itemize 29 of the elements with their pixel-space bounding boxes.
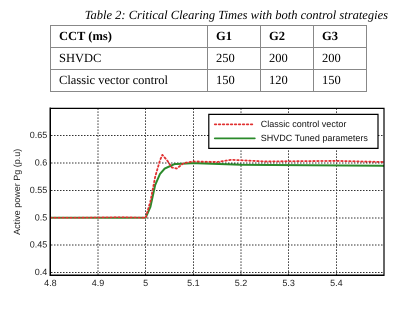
y-tick-label: 0.5 xyxy=(34,212,48,222)
x-tick-label: 5.1 xyxy=(187,278,200,288)
data-label: 150 xyxy=(208,70,260,92)
category-label: G2 xyxy=(260,26,314,48)
legend-label: Classic control vector xyxy=(260,118,346,129)
x-tick-label: 5.2 xyxy=(234,278,248,288)
text: SHVDC xyxy=(50,48,208,70)
data-label: 120 xyxy=(260,70,314,92)
text: Table 2: Critical Clearing Times with both control strategies xyxy=(84,8,388,23)
y-axis-title: Active power Pg (p.u) xyxy=(12,148,22,235)
text: Classic vector control xyxy=(50,70,208,92)
data-label: 200 xyxy=(260,48,314,70)
x-tick-label: 4.8 xyxy=(44,278,57,288)
y-tick-label: 0.4 xyxy=(34,266,48,277)
y-tick-label: 0.45 xyxy=(30,240,48,250)
x-tick-label: 5.3 xyxy=(282,278,295,288)
category-label: G3 xyxy=(314,26,366,48)
y-tick-label: 0.55 xyxy=(30,184,48,195)
data-label: 200 xyxy=(314,48,366,70)
category-label: G1 xyxy=(208,26,260,48)
x-tick-label: 5.4 xyxy=(330,278,343,288)
legend-label: SHVDC Tuned parameters xyxy=(260,132,368,143)
data-label: 250 xyxy=(208,48,260,70)
y-tick-label: 0.6 xyxy=(34,158,48,168)
data-label: 150 xyxy=(314,70,366,92)
y-tick-label: 0.65 xyxy=(30,130,48,140)
x-tick-label: 5 xyxy=(143,278,148,288)
x-tick-label: 4.9 xyxy=(92,278,104,288)
text: CCT (ms) xyxy=(50,26,208,48)
